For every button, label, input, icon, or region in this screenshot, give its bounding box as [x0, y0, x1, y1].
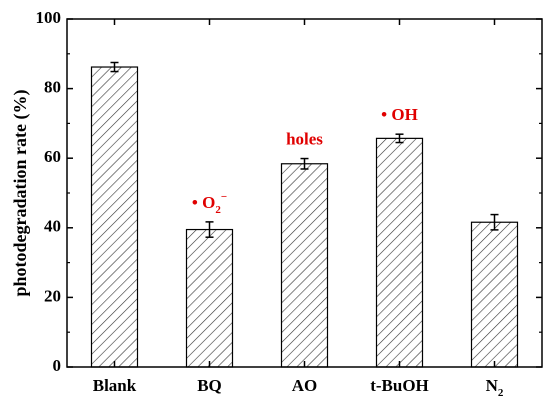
- bar-ao: [280, 163, 329, 368]
- x-tick-label: N2: [486, 376, 504, 399]
- y-tick-label: 60: [44, 147, 61, 166]
- x-tick-label: AO: [292, 376, 318, 395]
- y-tick-label: 0: [53, 356, 62, 375]
- y-axis-label: photodegradation rate (%): [10, 90, 31, 297]
- annotation-bq: • O2−: [192, 191, 227, 216]
- annotation-t-buoh: • OH: [381, 105, 418, 124]
- y-tick-label: 80: [44, 78, 61, 97]
- y-tick-label: 40: [44, 217, 61, 236]
- annotation-group: • O2− holes • OH: [192, 105, 418, 216]
- x-tick-label: t-BuOH: [370, 376, 429, 395]
- x-tick-label: BQ: [197, 376, 222, 395]
- bar-group: [90, 66, 519, 368]
- bar-bq: [185, 228, 234, 368]
- bar-t-buoh: [375, 137, 424, 368]
- x-tick-label: Blank: [93, 376, 137, 395]
- bar-n2: [470, 221, 519, 368]
- y-tick-label: 20: [44, 286, 61, 305]
- error-bar-group: [110, 61, 499, 238]
- bar-blank: [90, 66, 139, 368]
- y-tick-label: 100: [36, 8, 62, 27]
- annotation-ao: holes: [286, 130, 323, 149]
- y-axis: 0 20 40 60 80 100: [36, 8, 542, 375]
- x-axis: Blank BQ AO t-BuOH N2: [93, 19, 504, 399]
